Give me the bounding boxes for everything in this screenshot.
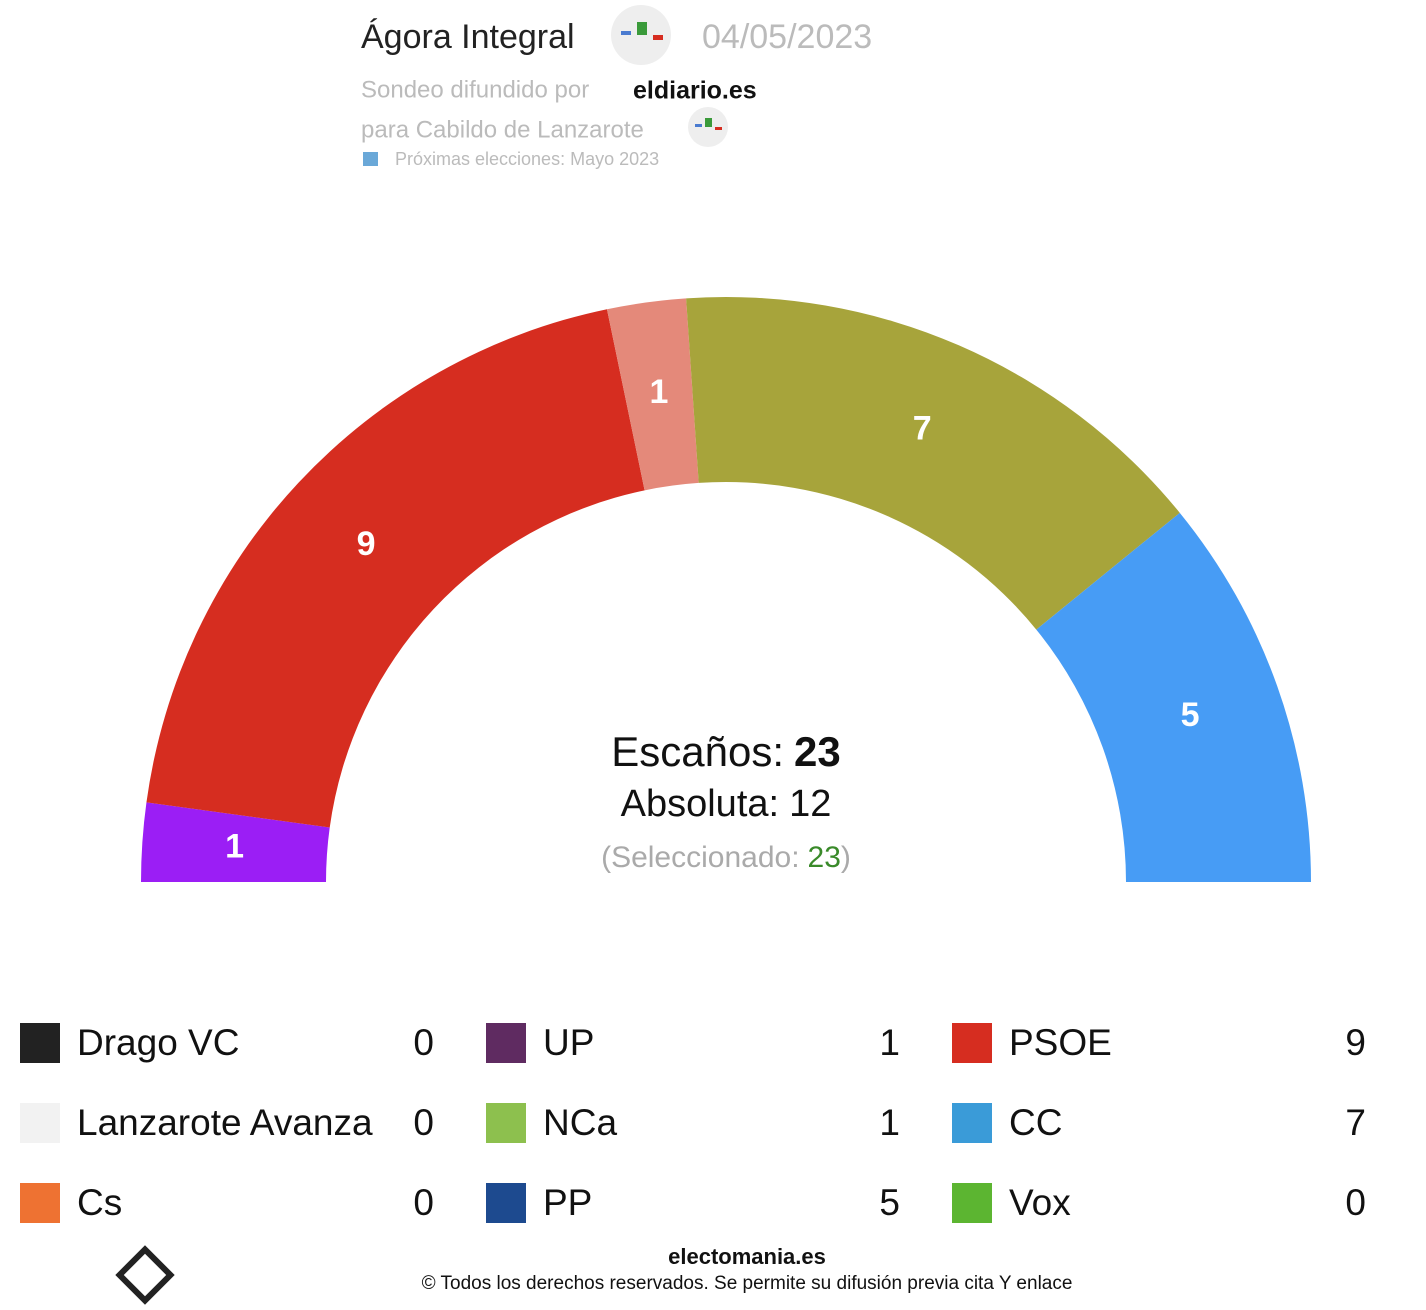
- legend-name: CC: [1009, 1102, 1062, 1143]
- legend-name: Drago VC: [77, 1022, 239, 1063]
- selected: (Seleccionado: 23): [601, 841, 851, 874]
- party-logo: [486, 1103, 526, 1143]
- majority: Absoluta: 12: [621, 783, 832, 825]
- data-label: 1: [649, 373, 668, 411]
- legend-name: UP: [543, 1022, 594, 1063]
- footer-copyright: © Todos los derechos reservados. Se perm…: [422, 1273, 1073, 1294]
- party-logo: [952, 1023, 992, 1063]
- spread-by: Sondeo difundido por: [361, 76, 589, 103]
- legend-seats: 0: [413, 1182, 434, 1223]
- legend-name: Vox: [1009, 1182, 1071, 1223]
- selected-label: (Seleccionado:: [601, 841, 799, 874]
- scope: para Cabildo de Lanzarote: [361, 116, 644, 143]
- seat-segment: [1036, 512, 1311, 882]
- site-logo: [115, 1245, 175, 1305]
- majority-label: Absoluta:: [621, 783, 779, 825]
- logo-bar: [653, 35, 663, 40]
- logo-bar: [637, 22, 647, 35]
- logo-bar: [715, 127, 722, 130]
- legend-seats: 0: [413, 1102, 434, 1143]
- seat-segment: [141, 802, 330, 882]
- party-logo: [486, 1183, 526, 1223]
- logo-shape: [115, 1245, 175, 1305]
- legend-seats: 7: [1345, 1102, 1366, 1143]
- seat-segment: [146, 309, 645, 828]
- data-label: 7: [913, 409, 932, 447]
- legend-name: NCa: [543, 1102, 617, 1143]
- legend-seats: 1: [879, 1022, 900, 1063]
- party-logo: [20, 1023, 60, 1063]
- seats-value: 23: [794, 728, 841, 775]
- legend-seats: 0: [413, 1022, 434, 1063]
- seats-label: Escaños:: [611, 728, 784, 775]
- legend-name: PP: [543, 1182, 592, 1223]
- data-label: 5: [1181, 696, 1200, 734]
- party-logo: [952, 1183, 992, 1223]
- party-logo: [952, 1103, 992, 1143]
- seat-segment: [606, 298, 699, 491]
- next-election: Próximas elecciones: Mayo 2023: [395, 149, 659, 169]
- legend-name: PSOE: [1009, 1022, 1112, 1063]
- footer-site: electomania.es: [668, 1244, 826, 1269]
- logo-bar: [695, 124, 702, 127]
- selected-close: ): [841, 841, 851, 874]
- source: eldiario.es: [633, 77, 757, 105]
- selected-value: 23: [808, 841, 841, 874]
- party-logo: [486, 1023, 526, 1063]
- majority-value: 12: [789, 783, 831, 825]
- legend-seats: 9: [1345, 1022, 1366, 1063]
- data-label: 9: [357, 525, 376, 563]
- seats-total: Escaños: 23: [611, 728, 840, 775]
- legend-seats: 1: [879, 1102, 900, 1143]
- poll-title: Ágora Integral: [361, 18, 575, 56]
- seat-segment: [686, 297, 1180, 630]
- legend-name: Lanzarote Avanza: [77, 1102, 373, 1143]
- legend-name: Cs: [77, 1182, 122, 1223]
- poll-date: 04/05/2023: [702, 18, 872, 56]
- logo-bar: [621, 31, 631, 35]
- logo-bar: [705, 118, 712, 127]
- legend-seats: 5: [879, 1182, 900, 1223]
- data-label: 1: [225, 827, 244, 865]
- ballot-icon: [363, 152, 378, 166]
- party-logo: [20, 1183, 60, 1223]
- party-logo: [20, 1103, 60, 1143]
- legend-seats: 0: [1345, 1182, 1366, 1223]
